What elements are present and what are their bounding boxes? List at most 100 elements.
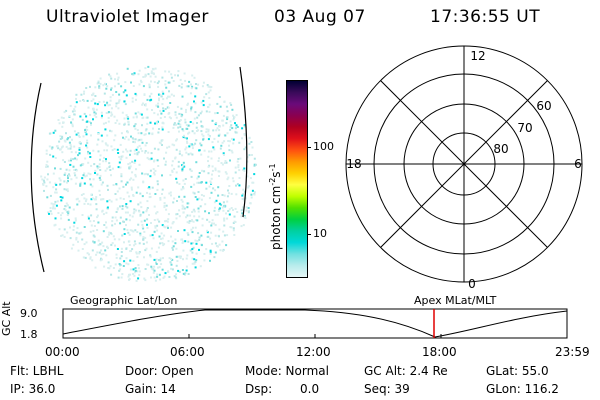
speckle-pixel xyxy=(72,208,75,211)
speckle-pixel xyxy=(49,194,52,197)
speckle-pixel xyxy=(110,273,113,276)
speckle-pixel xyxy=(79,184,82,187)
speckle-pixel xyxy=(108,103,111,106)
speckle-pixel xyxy=(245,209,248,212)
speckle-pixel xyxy=(125,218,128,221)
speckle-pixel xyxy=(167,240,170,243)
speckle-pixel xyxy=(170,117,172,120)
speckle-pixel xyxy=(140,220,143,223)
speckle-pixel xyxy=(241,198,244,200)
speckle-pixel xyxy=(168,90,170,93)
speckle-pixel xyxy=(136,152,139,155)
speckle-pixel xyxy=(194,196,197,198)
speckle-pixel xyxy=(46,178,49,181)
speckle-pixel xyxy=(146,191,148,194)
speckle-pixel xyxy=(141,124,143,127)
glon-readout: GLon: 116.2 xyxy=(486,382,559,396)
speckle-pixel xyxy=(225,122,228,125)
speckle-pixel xyxy=(172,80,175,82)
speckle-pixel xyxy=(100,134,103,137)
speckle-pixel xyxy=(199,265,202,268)
speckle-pixel xyxy=(194,226,197,229)
speckle-pixel xyxy=(230,124,233,127)
speckle-pixel xyxy=(142,238,145,241)
speckle-pixel xyxy=(93,225,96,227)
speckle-pixel xyxy=(242,193,244,195)
speckle-pixel xyxy=(85,115,88,118)
speckle-pixel xyxy=(218,243,221,246)
speckle-pixel xyxy=(45,152,48,155)
speckle-pixel xyxy=(182,179,185,182)
speckle-pixel xyxy=(137,267,140,270)
speckle-pixel xyxy=(211,141,214,144)
speckle-pixel xyxy=(217,194,220,197)
speckle-pixel xyxy=(156,275,159,278)
speckle-pixel xyxy=(217,210,220,212)
speckle-pixel xyxy=(89,256,92,259)
speckle-pixel xyxy=(75,169,78,172)
speckle-pixel xyxy=(149,158,152,161)
speckle-pixel xyxy=(135,252,138,255)
speckle-pixel xyxy=(172,126,175,129)
speckle-pixel xyxy=(170,194,172,197)
speckle-pixel xyxy=(69,136,71,139)
speckle-pixel xyxy=(59,148,62,151)
speckle-pixel xyxy=(161,90,164,93)
speckle-pixel xyxy=(228,140,231,143)
speckle-pixel xyxy=(134,127,137,130)
speckle-pixel xyxy=(141,103,144,106)
speckle-pixel xyxy=(105,112,108,114)
speckle-pixel xyxy=(234,122,236,125)
speckle-pixel xyxy=(230,149,233,152)
speckle-pixel xyxy=(158,259,160,262)
speckle-pixel xyxy=(163,234,166,237)
speckle-pixel xyxy=(216,112,219,114)
speckle-pixel xyxy=(184,118,187,121)
speckle-pixel xyxy=(83,226,86,228)
speckle-pixel xyxy=(40,175,43,178)
speckle-pixel xyxy=(110,88,112,91)
speckle-pixel xyxy=(193,117,196,120)
speckle-pixel xyxy=(185,151,188,154)
speckle-pixel xyxy=(240,215,243,218)
speckle-pixel xyxy=(107,247,109,250)
speckle-pixel xyxy=(184,121,187,124)
speckle-pixel xyxy=(167,95,170,98)
x-tick-0000: 00:00 xyxy=(45,345,80,359)
speckle-pixel xyxy=(144,268,147,270)
speckle-pixel xyxy=(157,246,160,249)
speckle-pixel xyxy=(226,178,229,181)
speckle-pixel xyxy=(243,124,246,127)
speckle-pixel xyxy=(99,77,102,80)
speckle-pixel xyxy=(214,234,217,237)
speckle-pixel xyxy=(189,168,192,171)
speckle-pixel xyxy=(152,168,155,171)
speckle-pixel xyxy=(121,273,124,276)
speckle-pixel xyxy=(198,238,201,241)
polar-diagonal-2 xyxy=(380,80,548,248)
speckle-pixel xyxy=(90,224,93,227)
speckle-pixel xyxy=(187,124,190,127)
speckle-pixel xyxy=(70,159,72,162)
speckle-pixel xyxy=(133,125,136,128)
speckle-pixel xyxy=(186,103,189,106)
speckle-pixel xyxy=(120,85,123,88)
speckle-pixel xyxy=(186,221,189,224)
speckle-pixel xyxy=(97,244,100,247)
speckle-pixel xyxy=(83,243,86,246)
speckle-pixel xyxy=(195,161,198,164)
speckle-pixel xyxy=(210,177,213,180)
speckle-pixel xyxy=(194,95,197,98)
speckle-pixel xyxy=(217,186,220,189)
speckle-pixel xyxy=(167,227,169,229)
speckle-pixel xyxy=(207,160,209,163)
speckle-pixel xyxy=(156,273,159,276)
speckle-pixel xyxy=(92,220,95,222)
speckle-pixel xyxy=(197,181,200,184)
speckle-pixel xyxy=(157,131,160,134)
speckle-pixel xyxy=(224,171,227,174)
speckle-pixel xyxy=(170,226,173,229)
speckle-pixel xyxy=(79,100,82,102)
speckle-pixel xyxy=(253,157,256,160)
speckle-pixel xyxy=(154,279,157,282)
